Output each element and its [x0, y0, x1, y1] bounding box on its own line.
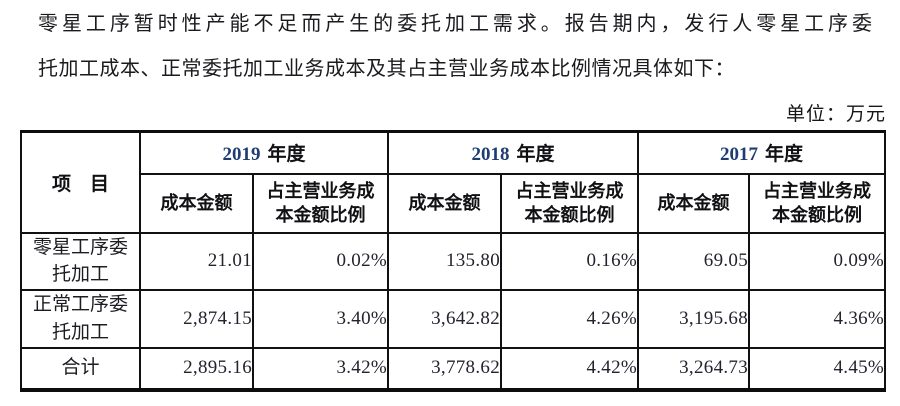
- paragraph-line-1: 零星工序暂时性产能不足而产生的委托加工需求。报告期内，发行人零星工序委: [38, 13, 872, 35]
- year-header-2019: 2019 年度: [138, 130, 390, 175]
- body-paragraph: 零星工序暂时性产能不足而产生的委托加工需求。报告期内，发行人零星工序委 托加工成…: [38, 2, 872, 92]
- row-label-total: 合计: [20, 346, 141, 391]
- table-row-sporadic-process: 零星工序委 托加工 21.01 0.02% 135.80 0.16% 69.05…: [20, 231, 887, 291]
- cell-2018-ratio: 4.42%: [500, 346, 640, 391]
- cell-2017-ratio: 0.09%: [748, 231, 887, 291]
- cell-2017-amount: 3,264.73: [637, 346, 751, 391]
- cell-2019-amount: 2,895.16: [139, 346, 254, 391]
- cost-amount-header-2017: 成本金额: [637, 172, 751, 234]
- cell-2019-amount: 21.01: [139, 231, 254, 291]
- cost-amount-header-2018: 成本金额: [387, 172, 503, 234]
- cost-ratio-header-2018: 占主营业务成 本金额比例: [500, 172, 640, 234]
- cell-2017-ratio: 4.45%: [748, 346, 887, 391]
- table-row-normal-process: 正常工序委 托加工 2,874.15 3.40% 3,642.82 4.26% …: [20, 288, 887, 349]
- cell-2018-amount: 3,642.82: [387, 288, 503, 349]
- table-row-total: 合计 2,895.16 3.42% 3,778.62 4.42% 3,264.7…: [20, 346, 887, 391]
- cell-2019-ratio: 3.42%: [251, 346, 390, 391]
- cost-comparison-table: 项 目 2019 年度 2018 年度 2017 年度 成本金额 占主营业务成 本金额…: [20, 130, 887, 392]
- year-number-2019: 2019: [222, 144, 261, 166]
- cell-2019-ratio: 0.02%: [251, 231, 390, 291]
- cost-ratio-header-2017: 占主营业务成 本金额比例: [748, 172, 887, 234]
- year-header-2018: 2018 年度: [387, 130, 640, 175]
- cell-2018-ratio: 4.26%: [500, 288, 640, 349]
- table-row-year-header: 项 目 2019 年度 2018 年度 2017 年度: [20, 130, 887, 234]
- year-suffix-2018: 年度: [516, 144, 555, 166]
- year-number-2017: 2017: [720, 144, 759, 166]
- cell-2019-ratio: 3.40%: [251, 288, 390, 349]
- cell-2017-amount: 3,195.68: [637, 288, 751, 349]
- paragraph-line-2: 托加工成本、正常委托加工业务成本及其占主营业务成本比例情况具体如下：: [38, 58, 735, 80]
- year-number-2018: 2018: [471, 144, 510, 166]
- cell-2018-ratio: 0.16%: [500, 231, 640, 291]
- year-suffix-2019: 年度: [267, 144, 306, 166]
- table-row-sub-header: 成本金额 占主营业务成 本金额比例 成本金额 占主营业务成 本金额比例 成本金额…: [21, 172, 887, 234]
- cell-2017-ratio: 4.36%: [748, 288, 887, 349]
- row-label: 正常工序委 托加工: [20, 288, 141, 349]
- cell-2019-amount: 2,874.15: [139, 288, 254, 349]
- cost-ratio-header-2019: 占主营业务成 本金额比例: [251, 172, 390, 234]
- row-label: 零星工序委 托加工: [20, 231, 141, 291]
- year-suffix-2017: 年度: [765, 144, 804, 166]
- unit-label: 单位：万元: [785, 104, 886, 125]
- cost-amount-header-2019: 成本金额: [139, 172, 254, 234]
- item-column-header: 项 目: [20, 130, 141, 234]
- cell-2018-amount: 3,778.62: [387, 346, 503, 391]
- year-header-2017: 2017 年度: [637, 130, 887, 175]
- cell-2017-amount: 69.05: [637, 231, 751, 291]
- cell-2018-amount: 135.80: [387, 231, 503, 291]
